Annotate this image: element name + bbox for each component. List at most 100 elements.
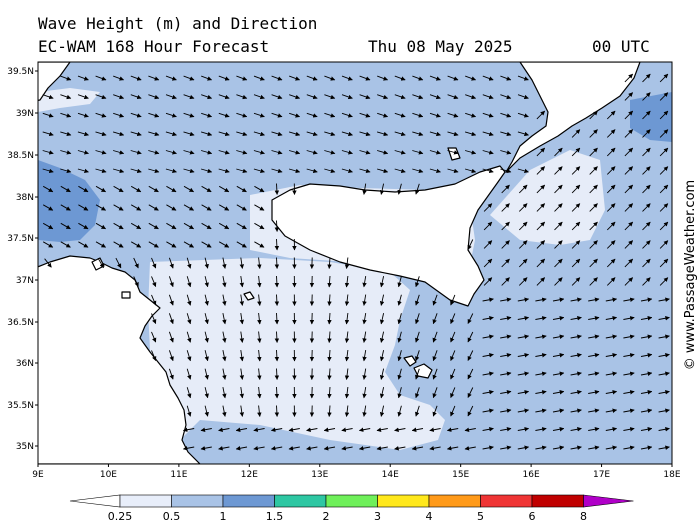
wave-direction-arrow xyxy=(605,371,618,376)
wave-direction-arrow xyxy=(640,408,653,413)
wave-direction-arrow xyxy=(77,75,89,81)
wave-direction-arrow xyxy=(397,387,402,399)
wave-direction-arrow xyxy=(113,185,124,193)
wave-direction-arrow xyxy=(218,222,230,230)
wave-direction-arrow xyxy=(482,353,494,358)
wave-direction-arrow xyxy=(344,312,350,325)
wave-direction-arrow xyxy=(432,405,438,417)
wave-direction-arrow xyxy=(236,150,248,155)
wave-direction-arrow xyxy=(482,297,494,302)
wave-direction-arrow xyxy=(379,313,385,325)
calm-zone-ionian xyxy=(490,150,605,245)
wave-direction-arrow xyxy=(571,221,581,231)
wave-direction-arrow xyxy=(42,112,54,118)
wave-direction-arrow xyxy=(518,184,528,194)
wave-direction-arrow xyxy=(535,316,547,321)
wave-direction-arrow xyxy=(60,241,71,248)
wave-direction-arrow xyxy=(588,316,600,321)
wave-direction-arrow xyxy=(200,131,213,137)
wave-direction-arrow xyxy=(517,75,529,81)
wave-direction-arrow xyxy=(624,147,634,157)
wave-direction-arrow xyxy=(95,241,106,248)
wave-direction-arrow xyxy=(482,316,494,321)
wave-direction-arrow xyxy=(306,131,318,137)
wave-direction-arrow xyxy=(95,222,106,230)
wave-direction-arrow xyxy=(359,150,371,155)
wave-direction-arrow xyxy=(218,75,230,81)
wave-legend: 0.25 0.5 1 1.5 2 3 4 5 6 8 xyxy=(69,494,634,523)
wave-direction-arrow xyxy=(239,405,245,417)
wave-direction-arrow xyxy=(482,131,494,137)
wave-direction-arrow xyxy=(659,221,669,231)
wave-direction-arrow xyxy=(323,427,336,432)
wave-direction-arrow xyxy=(168,350,174,362)
legend-label: 2 xyxy=(323,510,330,523)
wave-direction-arrow xyxy=(552,316,565,321)
wave-direction-arrow xyxy=(589,277,598,286)
wave-direction-arrow xyxy=(658,353,670,358)
wave-direction-arrow xyxy=(341,168,353,174)
legend-label: 0.5 xyxy=(163,510,181,523)
wave-direction-arrow xyxy=(432,368,438,380)
wave-direction-arrow xyxy=(274,312,280,325)
wave-direction-arrow xyxy=(182,446,195,451)
wave-direction-arrow xyxy=(659,277,669,286)
wave-direction-arrow xyxy=(254,241,265,248)
wave-direction-arrow xyxy=(239,276,245,288)
wave-direction-arrow xyxy=(588,427,600,432)
wave-direction-arrow xyxy=(412,150,424,155)
wave-direction-arrow xyxy=(606,277,616,286)
wave-direction-arrow xyxy=(113,112,125,118)
wave-direction-arrow xyxy=(274,275,280,288)
wave-direction-arrow xyxy=(623,427,635,432)
wave-direction-arrow xyxy=(60,168,72,174)
wave-direction-arrow xyxy=(447,168,459,174)
wave-direction-arrow xyxy=(623,353,635,358)
wave-direction-arrow xyxy=(447,94,459,100)
wave-direction-arrow xyxy=(535,390,547,395)
wave-direction-arrow xyxy=(306,446,318,451)
wave-direction-arrow xyxy=(659,258,669,268)
wave-direction-arrow xyxy=(536,240,546,249)
wave-direction-arrow xyxy=(254,204,265,211)
wave-direction-arrow xyxy=(327,349,332,362)
wave-direction-arrow xyxy=(359,168,371,174)
wave-direction-arrow xyxy=(500,390,512,395)
wave-direction-arrow xyxy=(183,112,195,118)
legend-label: 6 xyxy=(529,510,536,523)
wave-direction-arrow xyxy=(571,166,581,175)
wave-direction-arrow xyxy=(130,222,142,230)
wave-direction-arrow xyxy=(501,203,510,212)
wave-direction-arrow xyxy=(130,112,142,118)
wave-direction-arrow xyxy=(201,222,212,230)
legend-label: 0.25 xyxy=(108,510,133,523)
wave-direction-arrow xyxy=(536,221,546,231)
wave-direction-arrow xyxy=(429,131,441,137)
wave-direction-arrow xyxy=(183,75,195,81)
lat-label: 39N xyxy=(16,109,34,119)
wave-direction-arrow xyxy=(239,313,245,325)
wave-direction-arrow xyxy=(624,184,634,194)
wave-direction-arrow xyxy=(274,368,280,380)
wave-direction-arrow xyxy=(659,92,669,101)
legend-swatch xyxy=(325,494,378,508)
legend-swatch xyxy=(480,494,533,508)
wave-direction-arrow xyxy=(624,129,634,138)
wave-direction-arrow xyxy=(222,313,227,325)
lat-label: 35N xyxy=(16,442,34,452)
wave-direction-arrow xyxy=(482,168,494,174)
wave-direction-arrow xyxy=(222,368,227,380)
wave-direction-arrow xyxy=(571,203,581,212)
wave-direction-arrow xyxy=(112,168,125,174)
wave-direction-arrow xyxy=(42,241,54,248)
wave-direction-arrow xyxy=(570,316,582,321)
credit-text: © www.PassageWeather.com xyxy=(683,180,698,370)
wave-direction-arrow xyxy=(77,131,89,137)
wave-direction-arrow xyxy=(429,168,441,174)
wave-direction-arrow xyxy=(183,168,195,174)
wave-direction-arrow xyxy=(289,94,301,100)
lon-label: 17E xyxy=(593,470,610,480)
wave-direction-arrow xyxy=(165,150,177,155)
wave-direction-arrow xyxy=(518,258,528,268)
credit-watermark: © www.PassageWeather.com xyxy=(683,180,698,370)
